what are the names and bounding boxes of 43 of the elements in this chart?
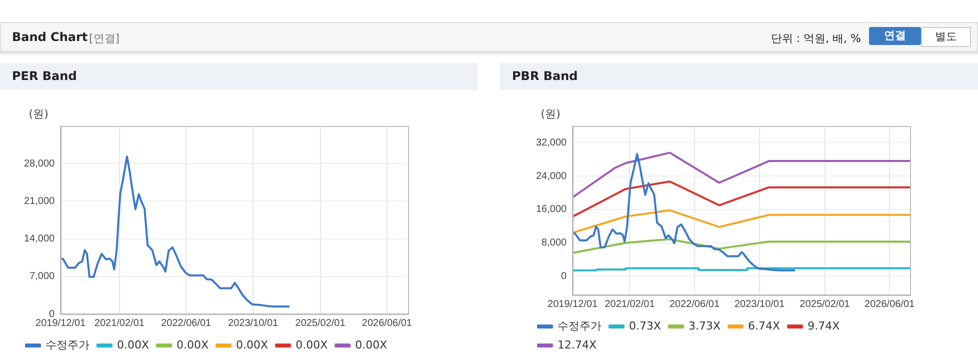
text: 연결 — [869, 27, 921, 45]
legend-label: 0.00X — [296, 338, 328, 352]
y-tick-label: 7,000 — [30, 271, 56, 282]
x-tick-label: 2026/06/01 — [864, 298, 916, 310]
y-tick-label: 16,000 — [536, 204, 568, 216]
y-tick-label: 0 — [561, 270, 568, 282]
y-tick-label: 0 — [49, 308, 56, 320]
legend-label: 6.74X — [748, 319, 781, 332]
y-tick-label: 21,000 — [24, 196, 56, 207]
text: Band Chart — [12, 30, 88, 44]
chart-title: PER Band — [0, 63, 478, 90]
text: 단위 : 억원, 배, % — [770, 31, 861, 46]
legend-label: 3.73X — [688, 319, 722, 332]
x-tick-label: 2026/06/01 — [362, 318, 412, 329]
legend-label: 0.73X — [629, 319, 662, 332]
x-tick-label: 2022/06/01 — [669, 298, 720, 310]
chart-title: PBR Band — [500, 63, 978, 90]
y-tick-label: 14,000 — [24, 234, 56, 245]
x-tick-label: 2019/12/01 — [548, 298, 598, 310]
legend-label: 12.74X — [558, 338, 597, 352]
legend-label: 수정주가 — [558, 319, 602, 332]
legend-label: 수정주가 — [46, 338, 90, 352]
x-tick-label: 2023/10/01 — [228, 318, 279, 329]
legend-label: 0.00X — [117, 338, 150, 352]
legend-label: 0.00X — [355, 338, 388, 352]
y-axis-title: (원) — [540, 107, 560, 120]
legend-label: 0.00X — [176, 338, 210, 352]
x-tick-label: 2025/02/01 — [800, 298, 850, 310]
x-tick-label: 2021/02/01 — [604, 298, 656, 310]
y-axis-title: (원) — [28, 107, 48, 120]
x-tick-label: 2021/02/01 — [94, 318, 145, 329]
x-tick-label: 2019/12/01 — [36, 318, 86, 329]
legend-label: 0.00X — [236, 338, 269, 352]
legend-label: 9.74X — [808, 319, 840, 332]
x-tick-label: 2023/10/01 — [734, 298, 785, 310]
x-tick-label: 2022/06/01 — [161, 318, 212, 329]
y-tick-label: 24,000 — [536, 170, 568, 182]
y-tick-label: 8,000 — [542, 238, 568, 249]
y-tick-label: 28,000 — [24, 158, 56, 170]
y-tick-label: 32,000 — [536, 137, 568, 148]
x-tick-label: 2025/02/01 — [295, 318, 346, 329]
text: [연결] — [89, 31, 120, 46]
text: 별도 — [921, 27, 971, 47]
